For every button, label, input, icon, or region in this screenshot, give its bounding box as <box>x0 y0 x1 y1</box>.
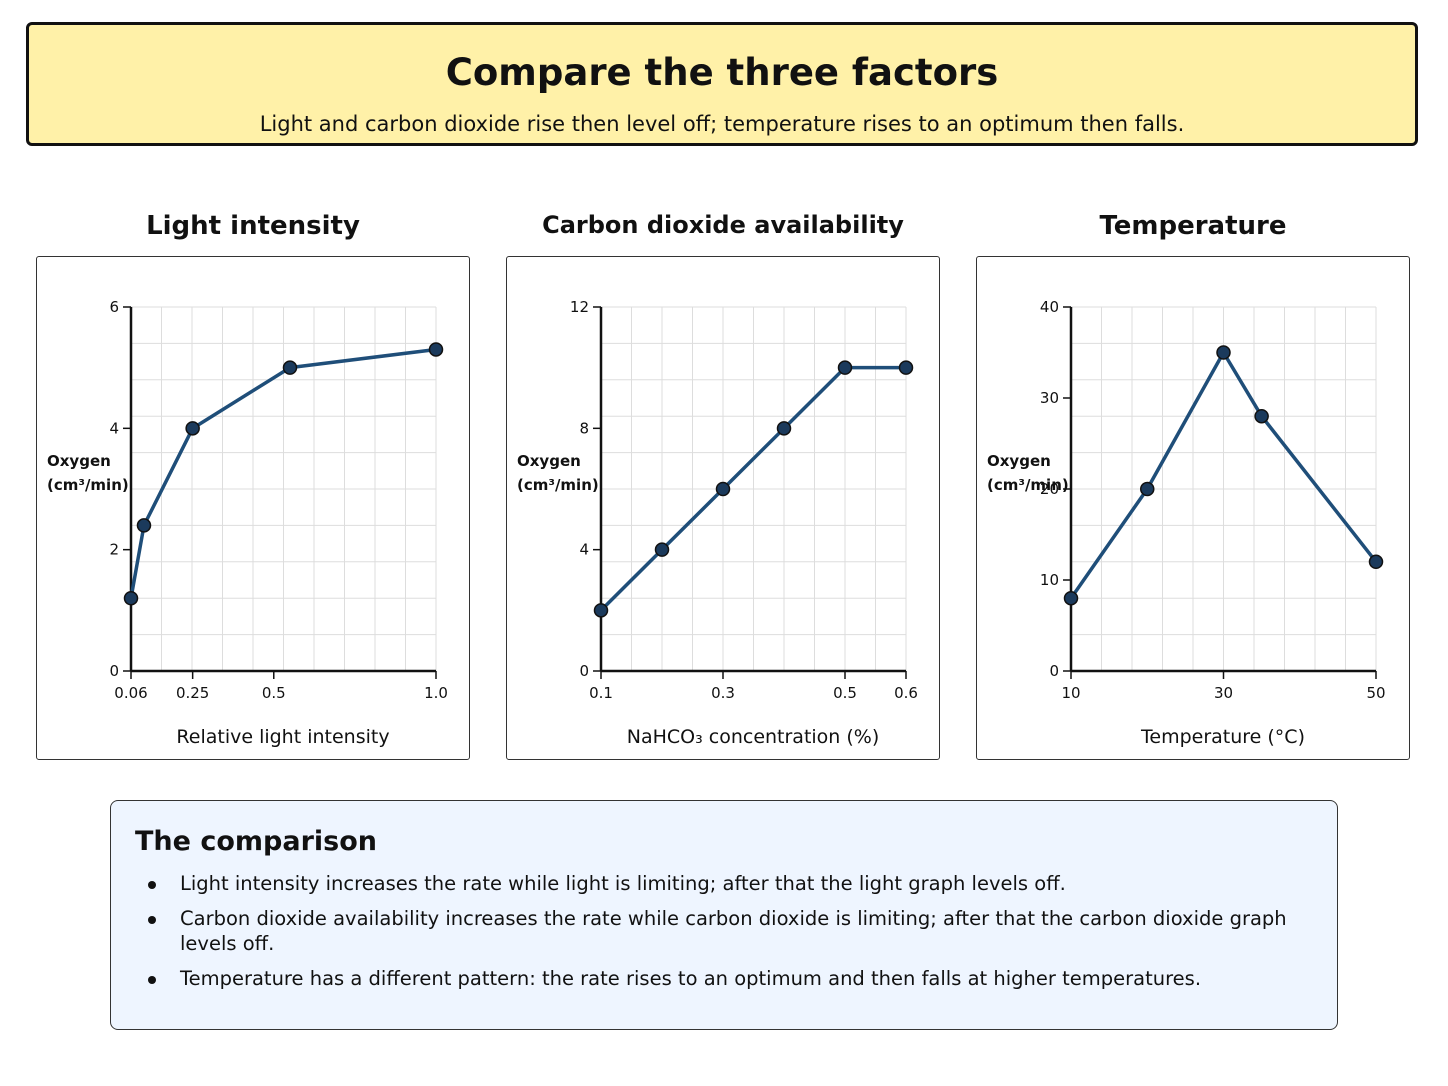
y-tick-label: 2 <box>109 541 119 559</box>
y-axis-label-unit: (cm³/min) <box>987 476 1069 494</box>
bullet-icon <box>148 916 156 924</box>
data-point <box>1216 345 1231 360</box>
data-point <box>898 360 914 375</box>
y-axis-label-line: Oxygen <box>47 452 111 470</box>
page-title: Compare the three factors <box>445 51 999 94</box>
y-tick-label: 8 <box>579 419 589 437</box>
y-tick-label: 4 <box>579 541 589 559</box>
y-axis-label: Oxygen (cm³/min) <box>987 449 1069 497</box>
bullet-icon <box>148 976 156 984</box>
list-item: Carbon dioxide availability increases th… <box>111 906 1307 956</box>
list-item-text: Carbon dioxide availability increases th… <box>180 907 1287 955</box>
x-tick-label: 1.0 <box>424 684 448 702</box>
y-tick-label: 4 <box>109 419 119 437</box>
data-point <box>1140 481 1155 497</box>
data-point <box>282 360 298 375</box>
list-item-text: Light intensity increases the rate while… <box>180 872 1066 895</box>
x-tick-label: 0.06 <box>114 684 147 702</box>
x-tick-label: 0.5 <box>262 684 286 702</box>
y-axis-label-line: Oxygen <box>517 452 581 470</box>
chart-title-temperature: Temperature <box>1099 211 1287 241</box>
chart-title-co2: Carbon dioxide availability <box>542 211 904 239</box>
x-tick-label: 30 <box>1214 684 1233 702</box>
data-point <box>715 481 731 497</box>
y-tick-label: 40 <box>1040 298 1059 316</box>
data-point <box>654 542 670 557</box>
y-tick-label: 0 <box>579 662 589 680</box>
x-tick-label: 50 <box>1366 684 1385 702</box>
data-point <box>1368 554 1384 570</box>
list-item: Light intensity increases the rate while… <box>111 871 1307 896</box>
y-tick-label: 12 <box>570 298 589 316</box>
chart-co2-availability: 0 4 8 12 0.1 0.3 0.5 0.6 <box>570 298 918 702</box>
data-point <box>593 603 609 618</box>
data-point <box>1063 590 1079 606</box>
data-point <box>185 421 200 436</box>
x-tick-label: 10 <box>1061 684 1080 702</box>
comparison-box: The comparison Light intensity increases… <box>110 800 1338 1030</box>
y-axis-label-unit: (cm³/min) <box>47 476 129 494</box>
data-point <box>1254 408 1269 424</box>
chart-panel-temperature: 0 10 20 30 40 10 30 50 Oxygen (cm³/min) Tempera… <box>976 256 1410 760</box>
data-point <box>837 360 853 375</box>
x-axis-label: Temperature (°C) <box>1141 726 1305 748</box>
y-tick-label: 30 <box>1040 389 1059 407</box>
y-tick-label: 10 <box>1040 571 1059 589</box>
comparison-title: The comparison <box>135 826 377 857</box>
list-item-text: Temperature has a different pattern: the… <box>180 967 1202 990</box>
chart-panel-co2: 0 4 8 12 0.1 0.3 0.5 0.6 Oxygen (cm³/min) NaHCO… <box>506 256 940 760</box>
y-axis-label: Oxygen (cm³/min) <box>47 449 129 497</box>
data-point <box>136 518 152 533</box>
chart-panel-light: 0 2 4 6 0.06 0.25 0.5 1.0 Oxygen (cm³/min) Rela… <box>36 256 470 760</box>
x-tick-label: 0.1 <box>589 684 613 702</box>
x-axis-label: NaHCO₃ concentration (%) <box>626 726 880 748</box>
x-tick-label: 0.25 <box>176 684 209 702</box>
y-axis-label-unit: (cm³/min) <box>517 476 599 494</box>
header-banner: Compare the three factors Light and carb… <box>26 22 1418 146</box>
y-tick-label: 6 <box>109 298 119 316</box>
y-axis-label: Oxygen (cm³/min) <box>517 449 599 497</box>
data-point <box>776 421 792 436</box>
y-tick-label: 0 <box>109 662 119 680</box>
x-axis-label: Relative light intensity <box>176 726 390 748</box>
data-point <box>428 342 444 357</box>
x-tick-label: 0.6 <box>894 684 918 702</box>
y-axis-label-line: Oxygen <box>987 452 1051 470</box>
y-tick-label: 20 <box>1040 480 1059 498</box>
page-subtitle: Light and carbon dioxide rise then level… <box>259 112 1185 136</box>
comparison-list: Light intensity increases the rate while… <box>111 871 1307 1001</box>
chart-light-intensity: 0 2 4 6 0.06 0.25 0.5 1.0 <box>109 298 448 702</box>
series-line <box>599 365 906 612</box>
chart-title-light: Light intensity <box>146 211 360 241</box>
x-tick-label: 0.5 <box>833 684 857 702</box>
data-point <box>123 590 139 606</box>
bullet-icon <box>148 881 156 889</box>
x-tick-label: 0.3 <box>711 684 735 702</box>
list-item: Temperature has a different pattern: the… <box>111 966 1307 991</box>
y-tick-label: 0 <box>1049 662 1059 680</box>
